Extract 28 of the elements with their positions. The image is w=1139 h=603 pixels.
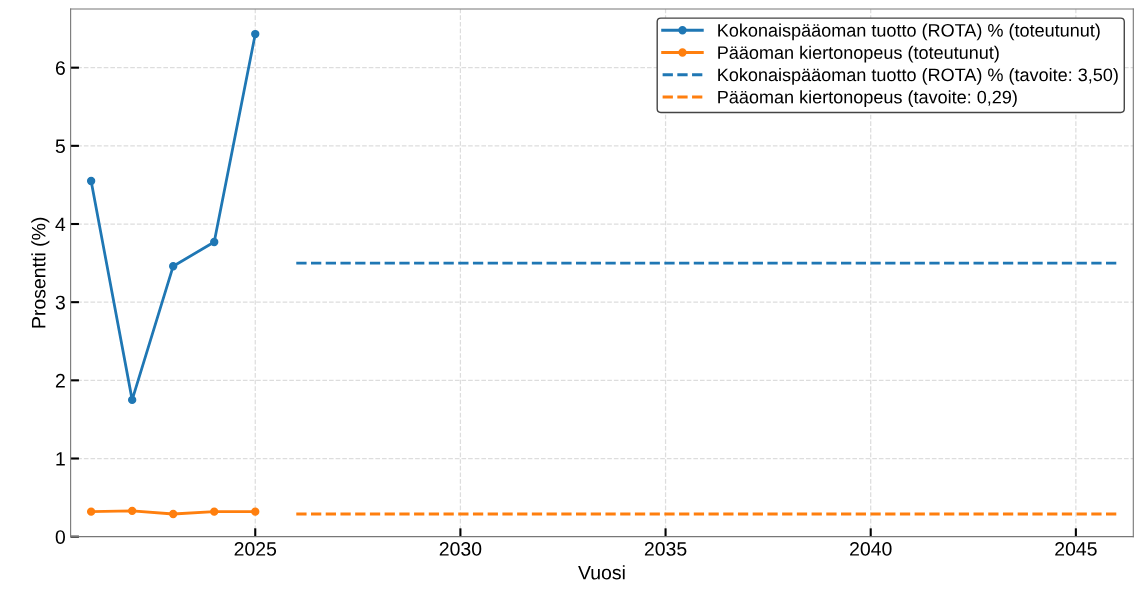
point [127,506,137,516]
y-tick-label: 4 [55,217,66,232]
y-tick-label: 3 [55,295,65,310]
y-tick-label: 5 [55,139,65,154]
point [210,237,219,247]
point [210,507,219,516]
legend-label: Pääoman kiertonopeus (toteutunut) [718,45,999,63]
y-tick-label: 2 [55,373,65,388]
point [169,262,178,271]
x-tick-label: 2025 [234,542,277,556]
point [169,509,178,519]
y-tick-label: 6 [55,61,65,75]
point [251,507,260,516]
point [86,507,96,516]
legend-label: Kokonaispääoman tuotto (ROTA) % (tavoite: 3,50) [718,67,1118,85]
y-tick-label: 1 [56,452,65,466]
y-axis-title: Prosentti (%) [31,217,50,328]
point [127,395,137,405]
x-tick-label: 2030 [439,542,482,556]
x-tick-label: 2035 [644,542,687,556]
point [251,29,260,39]
x-tick-label: 2040 [850,542,892,556]
x-axis-title: Vuosi [578,565,625,580]
point [86,176,96,186]
legend-label: Kokonaispääoman tuotto (ROTA) % (toteutunut) [718,23,1100,41]
legend-label: Pääoman kiertonopeus (tavoite: 0,29) [718,90,1017,108]
y-tick-label: 0 [55,530,65,544]
x-tick-label: 2045 [1055,542,1097,556]
